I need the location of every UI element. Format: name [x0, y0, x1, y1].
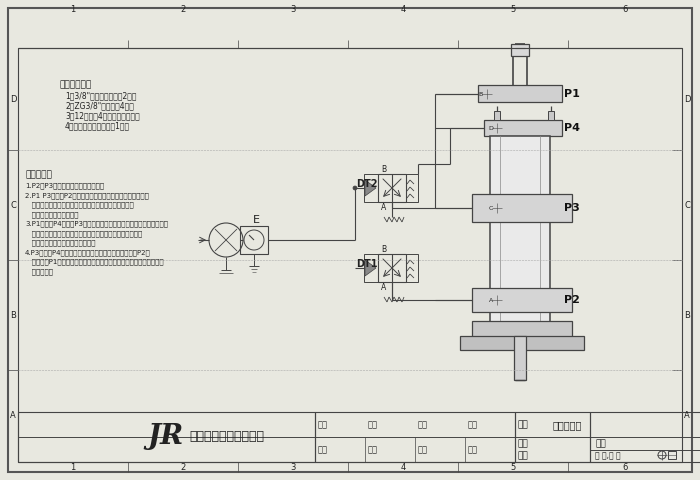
Text: 2.P1 P3通气，P2排气，压缩空气作用在储油筒内的液压油: 2.P1 P3通气，P2排气，压缩空气作用在储油筒内的液压油	[25, 192, 149, 199]
Text: 预压腔的液压油，使液压油膨胀，从而使预压活塞杆轴端的: 预压腔的液压油，使液压油膨胀，从而使预压活塞杆轴端的	[25, 230, 142, 237]
Text: B: B	[381, 244, 386, 253]
Text: 4、空气处理组合三联件1只；: 4、空气处理组合三联件1只；	[65, 121, 130, 131]
Bar	[490, 136, 550, 322]
Text: DT1: DT1	[356, 259, 377, 269]
Text: JR: JR	[147, 423, 183, 451]
Bar	[494, 111, 500, 120]
Text: A: A	[10, 411, 16, 420]
Text: B: B	[10, 311, 16, 320]
Text: A: A	[684, 411, 690, 420]
Bar	[515, 412, 590, 462]
Text: 图号: 图号	[418, 420, 428, 430]
Bar	[511, 44, 529, 56]
Bar	[484, 120, 562, 136]
Polygon shape	[365, 260, 376, 276]
Bar	[378, 254, 406, 282]
Bar	[378, 174, 406, 202]
Text: 2、ZG3/8"快速接头4个；: 2、ZG3/8"快速接头4个；	[65, 101, 134, 110]
Bar	[548, 111, 554, 120]
Bar	[240, 226, 268, 254]
Text: B: B	[479, 92, 483, 96]
Text: B: B	[381, 165, 386, 173]
Text: 设计: 设计	[318, 420, 328, 430]
Text: 3: 3	[290, 463, 295, 471]
Bar	[364, 174, 378, 202]
Text: 6: 6	[622, 5, 628, 14]
Text: 数量: 数量	[468, 420, 478, 430]
Text: 6: 6	[622, 463, 628, 471]
Text: 4.P3通气、P4排气，增压活塞回升；增压活塞到位后，P2气: 4.P3通气、P4排气，增压活塞回升；增压活塞到位后，P2气	[25, 249, 150, 256]
Text: 动作程序：: 动作程序：	[25, 170, 52, 180]
Text: 1: 1	[71, 5, 76, 14]
Text: 日期: 日期	[418, 445, 428, 455]
Text: 1: 1	[71, 463, 76, 471]
Text: 模具保持高压力去挤压成型工作。: 模具保持高压力去挤压成型工作。	[25, 240, 95, 246]
Text: 3: 3	[290, 5, 295, 14]
Circle shape	[353, 186, 357, 190]
Text: P1: P1	[564, 89, 580, 99]
Bar	[472, 321, 572, 337]
Text: 审核: 审核	[368, 445, 378, 455]
Bar	[364, 254, 378, 282]
Text: 材料: 材料	[518, 440, 528, 448]
Text: 增压缸配件：: 增压缸配件：	[60, 81, 92, 89]
Polygon shape	[365, 180, 376, 196]
Text: A: A	[489, 298, 493, 302]
Bar	[472, 288, 572, 312]
Bar	[478, 85, 562, 102]
Bar	[472, 194, 572, 222]
Text: 4: 4	[400, 5, 405, 14]
Text: 5: 5	[510, 463, 516, 471]
Bar	[514, 336, 526, 380]
Text: 4: 4	[400, 463, 405, 471]
Text: 名称: 名称	[518, 420, 528, 430]
Text: 2: 2	[181, 463, 186, 471]
Text: 气路连接图: 气路连接图	[553, 420, 582, 430]
Bar	[18, 412, 315, 462]
Bar	[18, 48, 682, 462]
Text: D: D	[488, 125, 493, 131]
Text: C: C	[684, 201, 690, 209]
Text: 循环完成！: 循环完成！	[25, 268, 53, 275]
Text: 1.P2、P3通气，此时缸处于回升状态: 1.P2、P3通气，此时缸处于回升状态	[25, 183, 104, 189]
Text: 台湾玖容实业有限公司: 台湾玖容实业有限公司	[190, 431, 265, 444]
Text: 轴端的模具抵碰到工件；: 轴端的模具抵碰到工件；	[25, 211, 78, 218]
Text: A: A	[381, 204, 386, 213]
Text: 视角: 视角	[595, 440, 606, 448]
Bar	[406, 174, 418, 202]
Text: P2: P2	[564, 295, 580, 305]
Text: 3.P1断气、P4通气、P3排气，压缩空气作用在增压活塞作位移去挤压: 3.P1断气、P4通气、P3排气，压缩空气作用在增压活塞作位移去挤压	[25, 221, 168, 228]
Text: 口进气，P1排气预压活塞回位，液压油回到储油筒内，此时一个动作: 口进气，P1排气预压活塞回位，液压油回到储油筒内，此时一个动作	[25, 259, 164, 265]
Bar	[460, 336, 584, 350]
Text: 共 页,第 页: 共 页,第 页	[595, 452, 621, 460]
Text: 比例: 比例	[518, 452, 528, 460]
Text: 厂商: 厂商	[468, 445, 478, 455]
Text: 表面，液压油驱动预压腔活塞位移，并使预压腔活塞杆: 表面，液压油驱动预压腔活塞位移，并使预压腔活塞杆	[25, 202, 134, 208]
Text: 2: 2	[181, 5, 186, 14]
Bar	[315, 412, 515, 462]
Text: DT2: DT2	[356, 179, 377, 189]
Bar	[406, 254, 418, 282]
Text: 5: 5	[510, 5, 516, 14]
Text: P3: P3	[564, 203, 580, 213]
Text: 3、12厘气管4根（长度适中）；: 3、12厘气管4根（长度适中）；	[65, 111, 140, 120]
Text: E: E	[253, 215, 260, 225]
Text: C: C	[489, 205, 493, 211]
Text: 批准: 批准	[368, 420, 378, 430]
Text: 板本: 板本	[318, 445, 328, 455]
Text: 1、3/8"二位五通电磁阀2只；: 1、3/8"二位五通电磁阀2只；	[65, 92, 136, 100]
Text: D: D	[10, 95, 16, 104]
Text: D: D	[684, 95, 690, 104]
Bar	[590, 412, 700, 462]
Text: B: B	[684, 311, 690, 320]
Text: A: A	[381, 284, 386, 292]
Bar	[668, 451, 676, 459]
Text: P4: P4	[564, 123, 580, 133]
Text: C: C	[10, 201, 16, 209]
